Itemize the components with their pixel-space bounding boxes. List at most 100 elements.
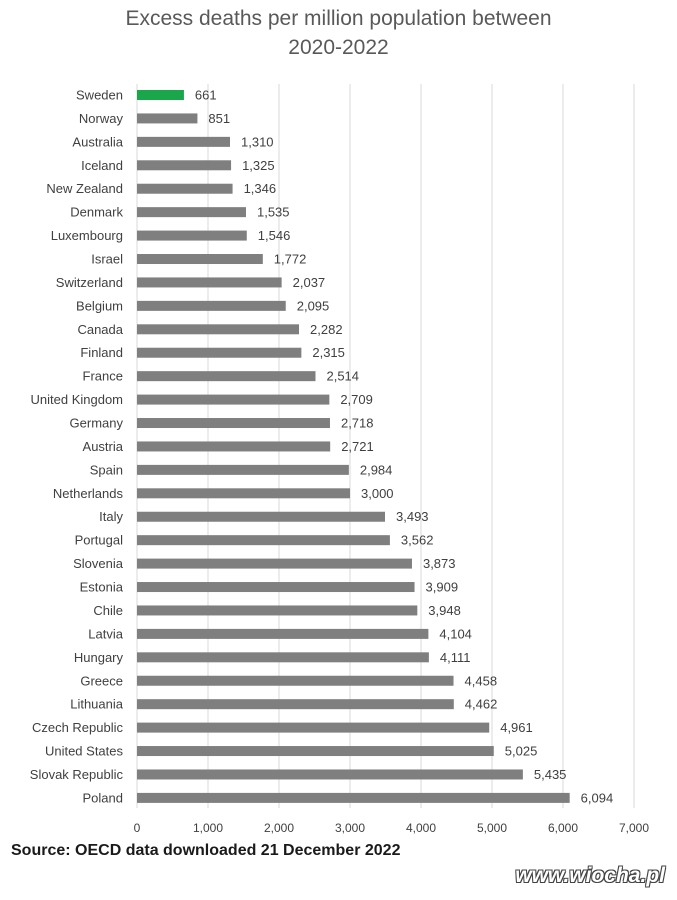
x-tick-label: 2,000 (264, 821, 294, 835)
category-label: Portugal (75, 533, 124, 548)
category-label: Czech Republic (32, 720, 124, 735)
value-label: 5,025 (505, 744, 538, 759)
x-tick-label: 7,000 (619, 821, 649, 835)
bar-slovak-republic (137, 769, 523, 780)
category-labels: Sweden Norway Australia Iceland New Zealand D… (30, 88, 124, 806)
category-label: Denmark (70, 205, 123, 220)
bar-denmark (137, 207, 246, 218)
x-tick-label: 3,000 (335, 821, 365, 835)
bars (137, 90, 570, 803)
category-label: Italy (99, 509, 123, 524)
bar-united-kingdom (137, 394, 330, 405)
bar-poland (137, 792, 570, 803)
value-label: 851 (208, 111, 230, 126)
value-label: 3,000 (361, 486, 394, 501)
category-label: France (83, 369, 123, 384)
value-label: 1,546 (258, 228, 291, 243)
value-label: 1,346 (244, 181, 277, 196)
value-label: 3,873 (423, 556, 456, 571)
category-label: Belgium (76, 298, 123, 313)
value-label: 2,037 (293, 275, 326, 290)
value-label: 4,111 (440, 650, 471, 665)
bar-austria (137, 441, 331, 452)
bar-canada (137, 324, 300, 335)
category-label: Australia (72, 134, 123, 149)
category-label: Lithuania (70, 697, 124, 712)
value-label: 2,721 (341, 439, 374, 454)
category-label: Chile (93, 603, 123, 618)
bar-finland (137, 347, 302, 358)
x-tick-label: 1,000 (193, 821, 223, 835)
bar-portugal (137, 535, 390, 546)
value-label: 3,909 (426, 580, 459, 595)
category-label: Greece (80, 673, 123, 688)
bar-lithuania (137, 699, 454, 710)
bar-norway (137, 113, 198, 124)
value-label: 1,535 (257, 205, 290, 220)
x-tick-label: 0 (134, 821, 141, 835)
source-note: Source: OECD data downloaded 21 December… (11, 842, 401, 859)
bar-latvia (137, 628, 429, 639)
value-label: 6,094 (581, 790, 614, 805)
value-label: 1,310 (241, 134, 274, 149)
bar-france (137, 371, 316, 382)
bar-australia (137, 136, 231, 147)
category-label: Norway (79, 111, 124, 126)
bar-italy (137, 511, 386, 522)
value-label: 5,435 (534, 767, 567, 782)
category-label: New Zealand (46, 181, 123, 196)
category-label: Iceland (81, 158, 123, 173)
category-label: Switzerland (56, 275, 123, 290)
bar-new-zealand (137, 183, 233, 194)
value-label: 1,772 (274, 252, 307, 267)
bar-estonia (137, 582, 415, 593)
value-label: 2,095 (297, 298, 330, 313)
x-tick-label: 6,000 (548, 821, 578, 835)
chart-title: Excess deaths per million population bet… (0, 4, 677, 62)
category-label: Luxembourg (51, 228, 123, 243)
bar-slovenia (137, 558, 412, 569)
bar-greece (137, 675, 454, 686)
value-label: 4,462 (465, 697, 498, 712)
bar-iceland (137, 160, 232, 171)
value-label: 3,562 (401, 533, 434, 548)
value-label: 2,514 (326, 369, 359, 384)
value-label: 4,961 (500, 720, 533, 735)
category-label: Israel (91, 252, 123, 267)
category-label: Slovak Republic (30, 767, 124, 782)
bar-chile (137, 605, 418, 616)
bar-germany (137, 418, 330, 429)
category-label: Sweden (76, 88, 123, 103)
category-label: Estonia (80, 580, 124, 595)
category-label: Germany (70, 416, 124, 431)
value-label: 4,458 (465, 673, 498, 688)
value-labels: 661 851 1,310 1,325 1,346 1,535 1,546 1,772 2,03… (195, 88, 613, 806)
bar-luxembourg (137, 230, 247, 241)
bar-hungary (137, 652, 429, 663)
bar-sweden (137, 90, 184, 100)
value-label: 2,718 (341, 416, 374, 431)
value-label: 3,948 (428, 603, 461, 618)
watermark: www.wiocha.pl (515, 864, 665, 887)
chart-title-line-1: Excess deaths per million population bet… (125, 7, 552, 30)
bar-belgium (137, 300, 286, 311)
value-label: 2,984 (360, 462, 393, 477)
category-label: United Kingdom (31, 392, 124, 407)
category-label: Spain (90, 462, 123, 477)
bar-united-states (137, 746, 494, 757)
category-label: Poland (83, 790, 123, 805)
bar-switzerland (137, 277, 282, 288)
value-label: 2,709 (340, 392, 373, 407)
category-label: Hungary (74, 650, 124, 665)
category-label: Netherlands (53, 486, 124, 501)
value-label: 2,315 (312, 345, 345, 360)
value-label: 1,325 (242, 158, 275, 173)
value-label: 4,104 (439, 626, 472, 641)
value-label: 2,282 (310, 322, 343, 337)
x-axis-ticks: 0 1,000 2,000 3,000 4,000 5,000 6,000 7,000 (134, 821, 650, 835)
category-label: Canada (77, 322, 123, 337)
category-label: Finland (80, 345, 123, 360)
x-tick-label: 4,000 (406, 821, 436, 835)
chart-title-line-2: 2020-2022 (288, 36, 389, 59)
